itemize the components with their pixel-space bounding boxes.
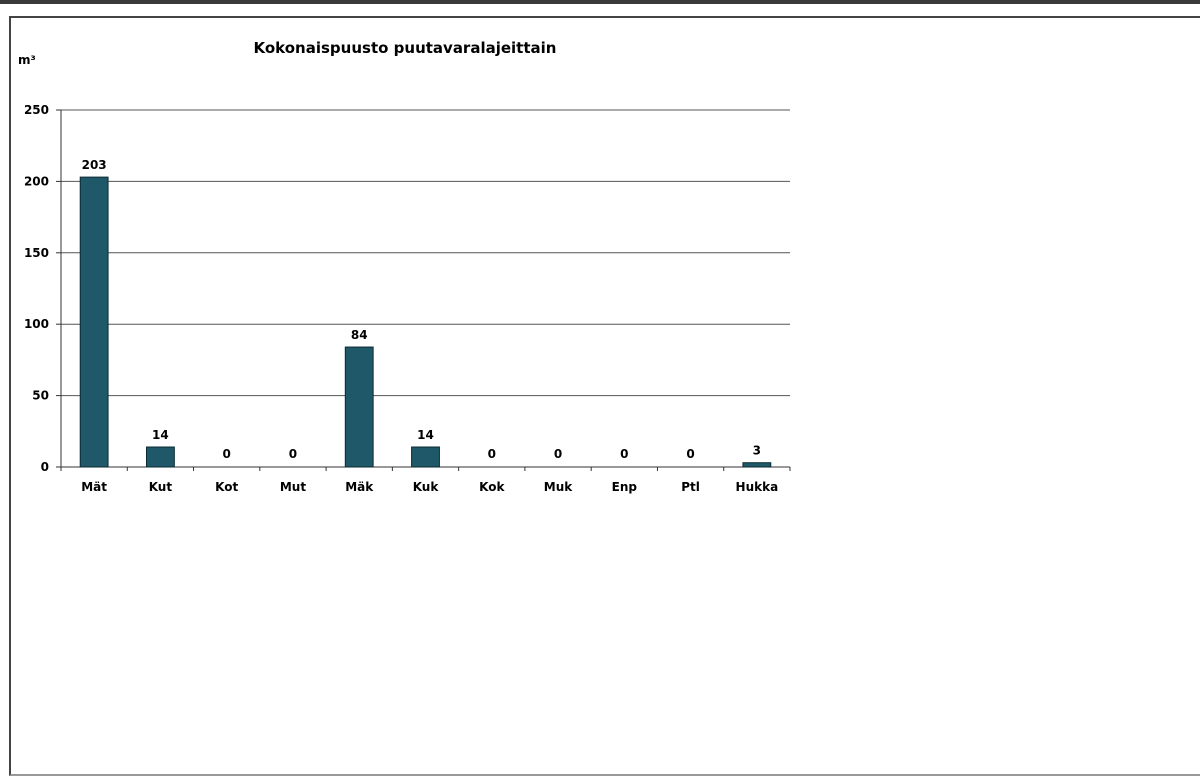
x-tick-label-Kot: Kot xyxy=(215,480,238,494)
bars xyxy=(79,176,772,468)
y-tick-label-150: 150 xyxy=(24,246,49,260)
data-label-Mut: 0 xyxy=(289,447,297,461)
data-label-Ptl: 0 xyxy=(686,447,694,461)
labels: 0 50 100 150 200 250 203 Mät 14 Kut 0 Kot 0 Mut 84 Mäk 1… xyxy=(24,103,778,494)
gridlines xyxy=(61,109,790,397)
y-tick-label-50: 50 xyxy=(32,389,49,403)
x-tick-label-Muk: Muk xyxy=(544,480,573,494)
data-label-Mät: 203 xyxy=(82,158,107,172)
axes xyxy=(56,109,791,471)
x-tick-label-Mät: Mät xyxy=(81,480,107,494)
x-tick-label-Mut: Mut xyxy=(280,480,306,494)
bar-Hukka xyxy=(742,462,772,468)
x-tick-label-Kuk: Kuk xyxy=(413,480,440,494)
scan-top-border xyxy=(0,0,1200,4)
data-label-Mäk: 84 xyxy=(351,328,368,342)
data-label-Kok: 0 xyxy=(488,447,496,461)
bar-Mäk xyxy=(344,346,374,468)
bar-Kuk xyxy=(411,446,440,468)
x-tick-label-Kut: Kut xyxy=(149,480,173,494)
data-label-Enp: 0 xyxy=(620,447,628,461)
data-label-Kuk: 14 xyxy=(417,428,434,442)
y-axis-unit-label: m³ xyxy=(18,53,36,67)
chart-frame xyxy=(9,16,1200,776)
x-tick-label-Enp: Enp xyxy=(612,480,638,494)
y-tick-label-200: 200 xyxy=(24,174,49,188)
x-tick-label-Ptl: Ptl xyxy=(681,480,700,494)
bar-Kut xyxy=(145,446,175,468)
data-label-Hukka: 3 xyxy=(753,444,761,458)
bar-Mät xyxy=(79,176,109,468)
data-label-Muk: 0 xyxy=(554,447,562,461)
y-tick-label-250: 250 xyxy=(24,103,49,117)
x-tick-label-Hukka: Hukka xyxy=(736,480,779,494)
y-tick-label-100: 100 xyxy=(24,317,49,331)
x-tick-label-Mäk: Mäk xyxy=(345,480,374,494)
x-tick-label-Kok: Kok xyxy=(479,480,505,494)
chart-title: Kokonaispuusto puutavaralajeittain xyxy=(254,39,557,57)
data-label-Kut: 14 xyxy=(152,428,169,442)
y-tick-label-0: 0 xyxy=(41,460,49,474)
data-label-Kot: 0 xyxy=(223,447,231,461)
